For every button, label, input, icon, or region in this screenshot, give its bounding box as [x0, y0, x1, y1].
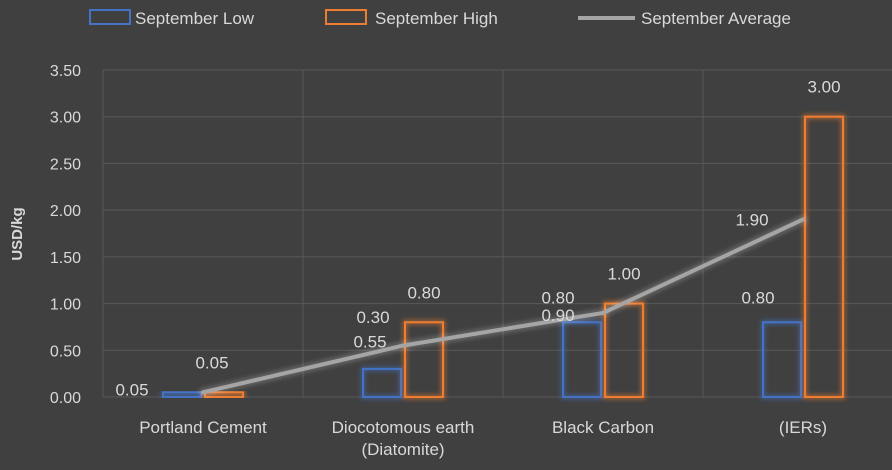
september-low-bar-glow: [560, 319, 604, 400]
x-tick-label: (IERs): [779, 418, 827, 437]
september-average-data-label: 1.90: [735, 210, 768, 229]
september-low-data-label: 0.05: [115, 380, 148, 399]
y-tick-label: 2.50: [50, 156, 81, 173]
y-tick-label: 3.50: [50, 63, 81, 80]
september-high-data-label: 3.00: [807, 78, 840, 97]
september-low-data-label: 0.30: [356, 308, 389, 327]
x-tick-label: Black Carbon: [552, 418, 654, 437]
september-high-bar-glow: [402, 319, 446, 400]
september-high-data-label: 0.80: [407, 283, 440, 302]
y-tick-label: 0.00: [50, 390, 81, 407]
september-high-legend-label: September High: [375, 9, 498, 28]
september-low-legend-swatch: [89, 9, 131, 25]
september-low-bar: [562, 321, 602, 398]
september-low-bar: [762, 321, 802, 398]
september-low-data-label: 0.80: [741, 288, 774, 307]
september-high-bar: [804, 115, 844, 398]
september-low-bar-glow: [360, 366, 404, 400]
y-tick-label: 2.00: [50, 203, 81, 220]
average-line: [198, 214, 808, 397]
september-low-data-label: 0.80: [541, 288, 574, 307]
y-tick-label: 1.50: [50, 250, 81, 267]
average-line-path: [201, 217, 805, 395]
y-tick-label: 3.00: [50, 110, 81, 127]
y-axis-label: USD/kg: [9, 207, 26, 260]
legend: September Low September High September Ave…: [89, 9, 791, 28]
september-low-bar-glow: [760, 319, 804, 400]
x-tick-label: Portland Cement: [139, 418, 267, 437]
september-average-data-label: 0.90: [541, 306, 574, 325]
axes: 0.00 0.50 1.00 1.50 2.00 2.50 3.00 3.50 Portland…: [9, 63, 827, 459]
september-low-legend-label: September Low: [135, 9, 255, 28]
data-labels: 0.05 0.30 0.80 0.80 0.05 0.80 1.00 3.00 0.55 0.90…: [115, 78, 840, 400]
y-tick-label: 1.00: [50, 297, 81, 314]
september-high-data-label: 1.00: [607, 265, 640, 284]
y-tick-label: 0.50: [50, 343, 81, 360]
september-average-data-label: 0.55: [353, 333, 386, 352]
september-high-bar: [404, 321, 444, 398]
september-low-bar: [362, 367, 402, 399]
september-average-legend-label: September Average: [641, 9, 791, 28]
september-high-legend-swatch: [325, 9, 367, 25]
x-tick-label: Diocotomous earth (Diatomite): [332, 418, 475, 459]
grid: [102, 69, 892, 398]
september-high-data-label: 0.05: [195, 353, 228, 372]
